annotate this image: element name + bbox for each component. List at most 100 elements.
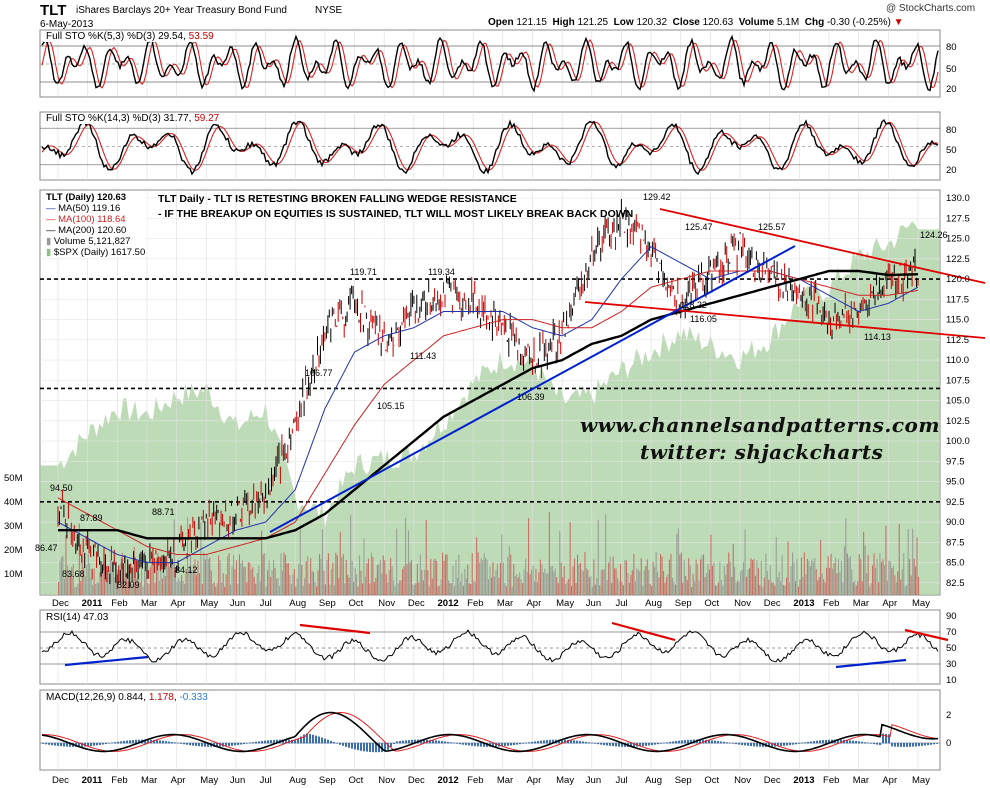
volume-bar bbox=[599, 585, 601, 595]
volume-bar bbox=[711, 565, 713, 595]
price-bars bbox=[57, 198, 919, 589]
macd-hist-bar bbox=[582, 741, 584, 744]
volume-bar bbox=[750, 558, 752, 595]
volume-bar bbox=[241, 560, 243, 595]
macd-hist-bar bbox=[459, 743, 461, 745]
price-label: 119.34 bbox=[428, 267, 455, 277]
volume-bar bbox=[212, 583, 214, 595]
volume-bar bbox=[811, 559, 813, 595]
macd-hist-bar bbox=[483, 743, 485, 747]
time-axis-label: Jul bbox=[615, 598, 627, 609]
macd-hist-bar bbox=[357, 743, 359, 751]
macd-hist-bar bbox=[669, 741, 671, 744]
macd-hist-bar bbox=[66, 743, 68, 747]
macd-hist-bar bbox=[285, 739, 287, 744]
volume-bar bbox=[416, 563, 418, 595]
macd-hist-bar bbox=[864, 742, 866, 744]
volume-bar bbox=[612, 556, 614, 595]
volume-bar bbox=[631, 570, 633, 595]
macd-hist-bar bbox=[336, 743, 338, 744]
rsi-divergence-red-1 bbox=[299, 623, 371, 635]
volume-bar bbox=[106, 570, 108, 595]
macd-hist-bar bbox=[123, 740, 125, 744]
sto-slow-k: 31.77 bbox=[163, 113, 189, 124]
volume-bar bbox=[664, 582, 666, 595]
volume-bar bbox=[59, 560, 61, 595]
macd-hist-bar bbox=[666, 742, 668, 744]
rsi-lines bbox=[40, 621, 949, 669]
volume-bar bbox=[422, 580, 424, 595]
macd-hist-bar bbox=[726, 742, 728, 744]
volume-bar bbox=[663, 571, 665, 595]
volume-bar bbox=[551, 566, 553, 595]
macd-hist-bar bbox=[507, 743, 509, 746]
price-labels: 94.50 87.89 86.47 83.68 82.09 88.71 84.12 106.7… bbox=[35, 192, 948, 590]
macd-hist-bar bbox=[219, 743, 221, 747]
macd-hist-bar bbox=[531, 741, 533, 744]
volume-bar bbox=[308, 583, 310, 595]
volume-bar bbox=[606, 580, 608, 595]
macd-hist-bar bbox=[240, 743, 242, 745]
volume-bar bbox=[829, 568, 831, 595]
volume-bar bbox=[895, 582, 897, 595]
volume-bar bbox=[910, 575, 912, 595]
sto-slow-label: Full STO %K(14,3) %D(3) bbox=[46, 113, 161, 124]
macd-hist-bar bbox=[741, 743, 743, 746]
macd-hist-bar bbox=[795, 743, 797, 745]
volume-bar bbox=[545, 573, 547, 595]
macd-hist-bar bbox=[99, 743, 101, 745]
time-axis-label: Dec bbox=[52, 775, 69, 786]
volume-bar bbox=[253, 576, 255, 595]
macd-hist-bar bbox=[315, 735, 317, 744]
macd-axis-label: 0 bbox=[946, 738, 951, 749]
volume-bar bbox=[160, 559, 162, 595]
time-axis-label: Jun bbox=[586, 775, 601, 786]
volume-axis-label: 20M bbox=[4, 545, 23, 556]
volume-bar bbox=[571, 586, 573, 595]
macd-hist-bar bbox=[495, 743, 497, 747]
volume-bar bbox=[111, 561, 113, 595]
volume-bar bbox=[372, 557, 374, 595]
macd-hist-bar bbox=[420, 739, 422, 744]
macd-hist-bar bbox=[300, 736, 302, 744]
volume-bar bbox=[827, 556, 829, 595]
volume-bar bbox=[376, 565, 378, 595]
volume-bar bbox=[557, 582, 559, 595]
macd-hist-bar bbox=[660, 743, 662, 744]
volume-bar bbox=[78, 523, 80, 595]
macd-hist-bar bbox=[63, 743, 65, 747]
time-axis-label: Jun bbox=[230, 775, 245, 786]
volume-bar bbox=[182, 580, 184, 595]
volume-bar bbox=[359, 555, 361, 595]
volume-bar bbox=[262, 554, 264, 595]
volume-bar bbox=[403, 566, 405, 595]
volume-bar bbox=[206, 554, 208, 595]
volume-bar bbox=[410, 560, 412, 595]
volume-bar bbox=[360, 570, 362, 595]
volume-bar bbox=[127, 581, 129, 595]
volume-bar bbox=[479, 562, 481, 595]
volume-bar bbox=[508, 546, 510, 595]
volume-bar bbox=[427, 570, 429, 595]
volume-bar bbox=[277, 578, 279, 595]
macd-hist-bar bbox=[342, 743, 344, 746]
volume-bar bbox=[493, 576, 495, 595]
volume-bar bbox=[218, 555, 220, 595]
volume-bar bbox=[418, 582, 420, 595]
low-label: Low bbox=[613, 17, 634, 28]
macd-hist-bar bbox=[732, 743, 734, 744]
volume-bar bbox=[99, 572, 101, 595]
volume-bar bbox=[445, 554, 447, 595]
macd-hist-bar bbox=[384, 743, 386, 752]
volume-bar bbox=[118, 586, 120, 595]
volume-bar bbox=[873, 553, 875, 595]
macd-hist-bar bbox=[48, 743, 50, 745]
macd-hist-bar bbox=[633, 743, 635, 747]
macd-hist-bar bbox=[468, 743, 470, 746]
volume-bar bbox=[330, 569, 332, 595]
volume-bar bbox=[630, 575, 632, 595]
volume-bar bbox=[900, 579, 902, 595]
volume-bar bbox=[579, 562, 581, 595]
volume-bar bbox=[654, 567, 656, 595]
macd-hist-bar bbox=[108, 743, 110, 744]
